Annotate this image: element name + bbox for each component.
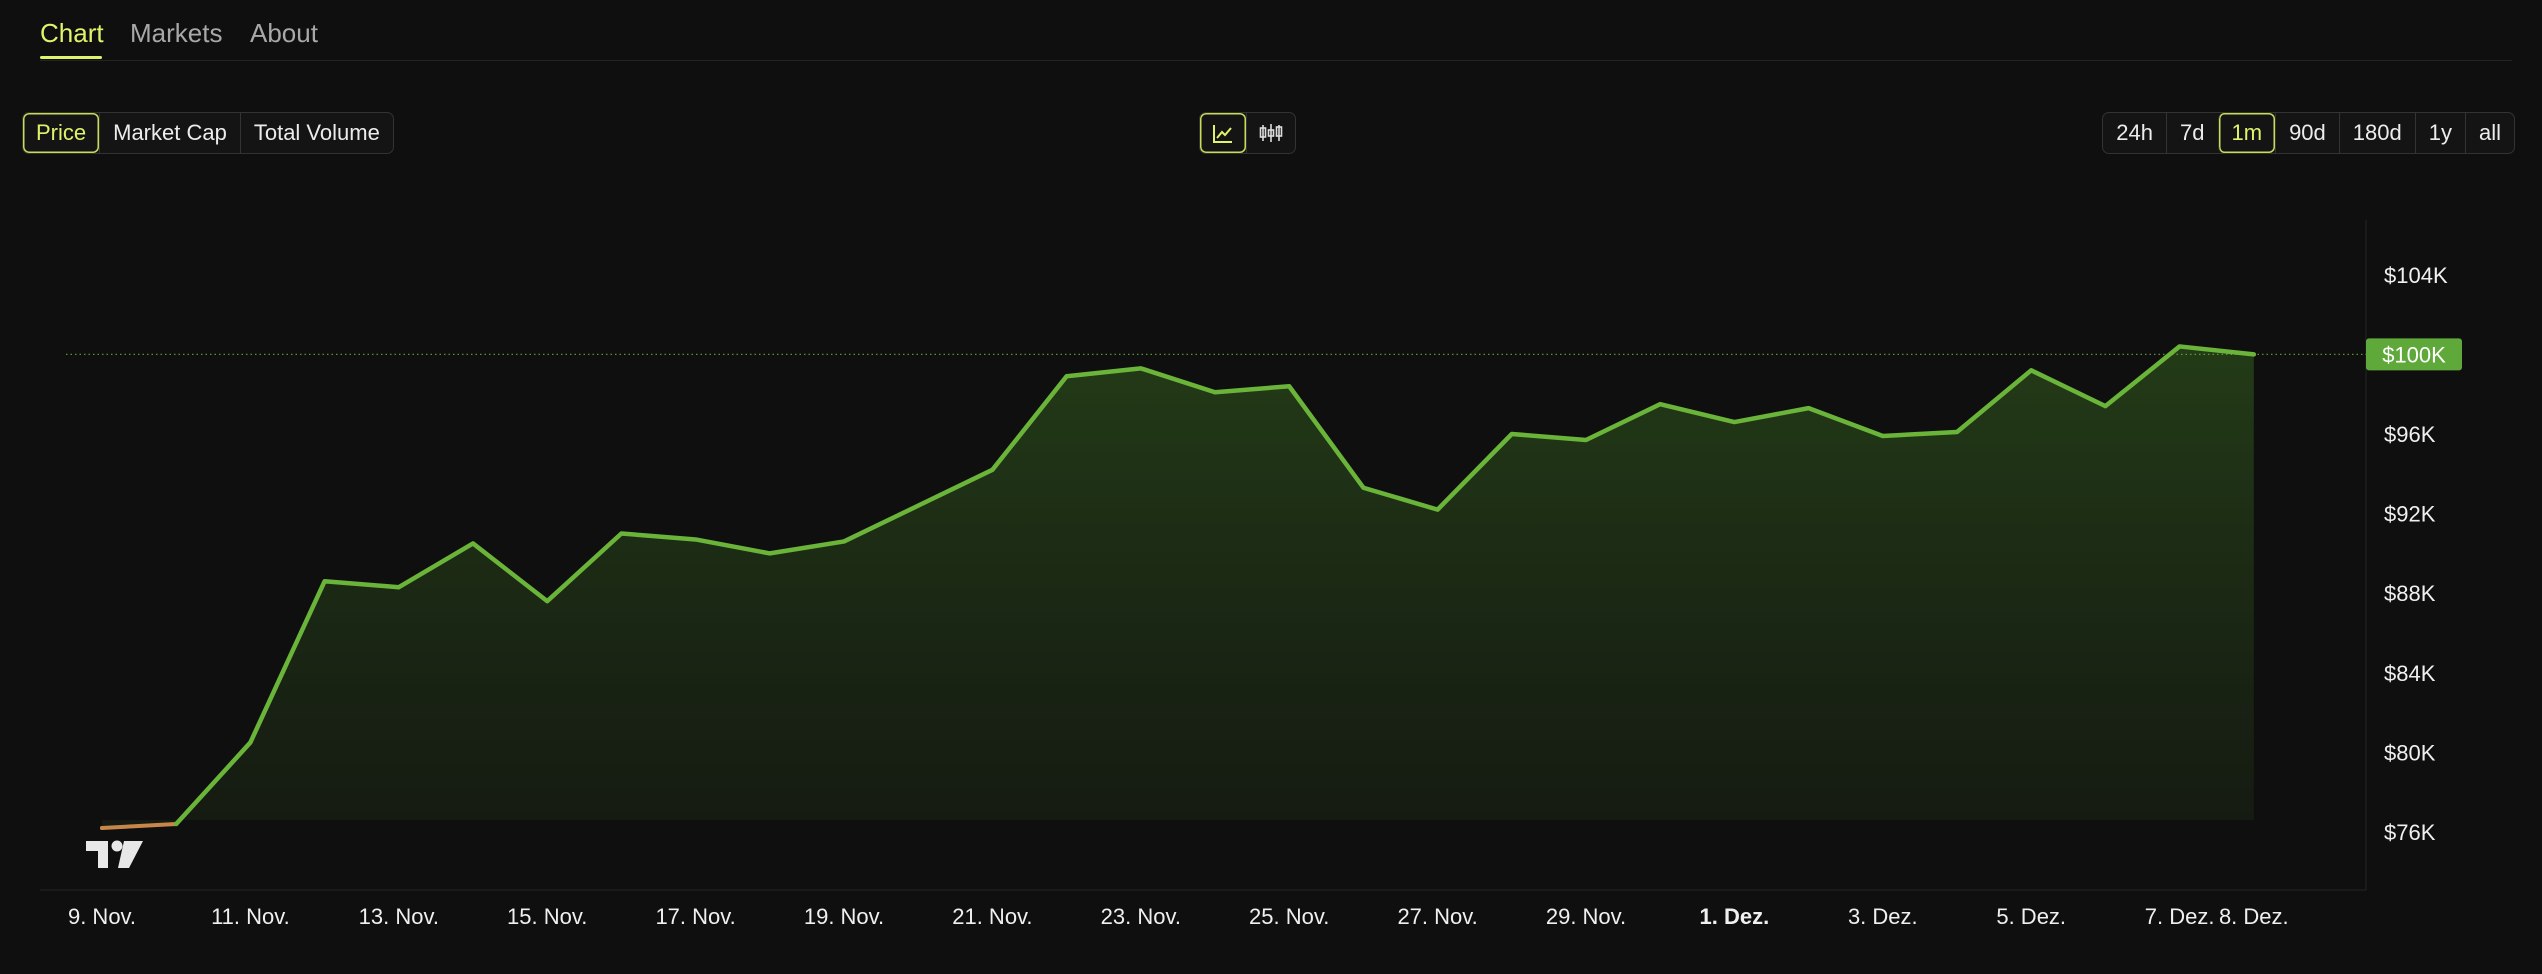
price-point: [1509, 432, 1514, 436]
x-tick-label: 13. Nov.: [359, 904, 439, 929]
price-point: [2029, 368, 2034, 373]
x-tick-label: 15. Nov.: [507, 904, 587, 929]
price-point: [1064, 374, 1069, 379]
y-tick-label: $80K: [2384, 740, 2436, 765]
price-point: [248, 740, 253, 745]
price-point: [916, 503, 921, 508]
market-cap-button[interactable]: Market Cap: [99, 113, 240, 153]
price-point: [1361, 485, 1366, 490]
x-tick-label: 1. Dez.: [1700, 904, 1770, 929]
total-volume-button[interactable]: Total Volume: [239, 113, 393, 153]
x-tick-label: 19. Nov.: [804, 904, 884, 929]
x-tick-label: 27. Nov.: [1397, 904, 1477, 929]
y-tick-label: $96K: [2384, 422, 2436, 447]
current-price-label: $100K: [2382, 342, 2446, 367]
range-90d-button[interactable]: 90d: [2275, 113, 2339, 153]
time-range-selector: 24h 7d 1m 90d 180d 1y all: [2102, 112, 2515, 154]
price-point: [2251, 352, 2256, 357]
x-tick-label: 17. Nov.: [655, 904, 735, 929]
x-tick-label: 3. Dez.: [1848, 904, 1918, 929]
y-tick-label: $88K: [2384, 581, 2436, 606]
price-area-fill: [102, 346, 2254, 829]
price-point: [1213, 390, 1217, 395]
price-point: [1138, 366, 1143, 371]
price-point: [1880, 433, 1885, 438]
x-tick-label: 21. Nov.: [952, 904, 1032, 929]
price-point: [990, 467, 995, 472]
range-1y-button[interactable]: 1y: [2414, 113, 2465, 153]
price-point: [619, 531, 624, 536]
tab-about[interactable]: About: [250, 18, 318, 48]
x-tick-label: 5. Dez.: [1996, 904, 2066, 929]
x-tick-label: 11. Nov.: [211, 904, 290, 929]
tab-chart[interactable]: Chart: [40, 18, 104, 48]
line-chart-icon: [1213, 125, 1232, 143]
top-tabs: Chart Markets About: [40, 0, 2512, 61]
line-chart-button[interactable]: [1200, 113, 1246, 153]
y-tick-label: $104K: [2384, 263, 2448, 288]
range-7d-button[interactable]: 7d: [2166, 113, 2217, 153]
current-price-badge: [2366, 338, 2462, 371]
chart-type-selector: [1199, 112, 1296, 154]
price-point: [545, 599, 550, 604]
price-point: [322, 579, 327, 584]
metric-selector: Price Market Cap Total Volume: [22, 112, 394, 154]
x-tick-label: 7. Dez.: [2145, 904, 2215, 929]
y-tick-label: $84K: [2384, 661, 2436, 686]
price-point: [1732, 420, 1737, 425]
active-tab-underline: [40, 56, 102, 59]
price-point: [693, 537, 698, 542]
price-button[interactable]: Price: [23, 113, 99, 153]
x-tick-label: 9. Nov.: [68, 904, 136, 929]
range-all-button[interactable]: all: [2464, 113, 2514, 153]
range-1m-button[interactable]: 1m: [2217, 113, 2276, 153]
candlestick-chart-icon: [1259, 124, 1283, 142]
price-point: [100, 826, 104, 831]
price-point: [396, 585, 401, 590]
price-point: [471, 541, 475, 546]
range-180d-button[interactable]: 180d: [2338, 113, 2415, 153]
price-point: [174, 822, 179, 827]
y-tick-label: $76K: [2384, 820, 2436, 845]
price-point: [1287, 384, 1292, 389]
x-tick-label: 25. Nov.: [1249, 904, 1329, 929]
x-tick-label: 23. Nov.: [1101, 904, 1181, 929]
price-point: [1584, 437, 1588, 442]
tab-markets[interactable]: Markets: [130, 18, 223, 48]
tradingview-logo: [86, 840, 143, 868]
price-point: [2103, 404, 2108, 409]
price-point: [1658, 402, 1663, 407]
x-tick-label: 29. Nov.: [1546, 904, 1626, 929]
candlestick-chart-button[interactable]: [1246, 113, 1295, 153]
price-point: [842, 539, 846, 544]
price-point: [767, 551, 772, 556]
y-tick-label: $92K: [2384, 502, 2436, 527]
range-24h-button[interactable]: 24h: [2116, 120, 2154, 145]
price-point: [2177, 344, 2182, 349]
price-point: [1806, 406, 1811, 411]
x-tick-label: 8. Dez.: [2219, 904, 2289, 929]
price-point: [1955, 430, 1959, 435]
price-point: [1435, 507, 1440, 512]
price-line-start-segment: [100, 822, 179, 831]
